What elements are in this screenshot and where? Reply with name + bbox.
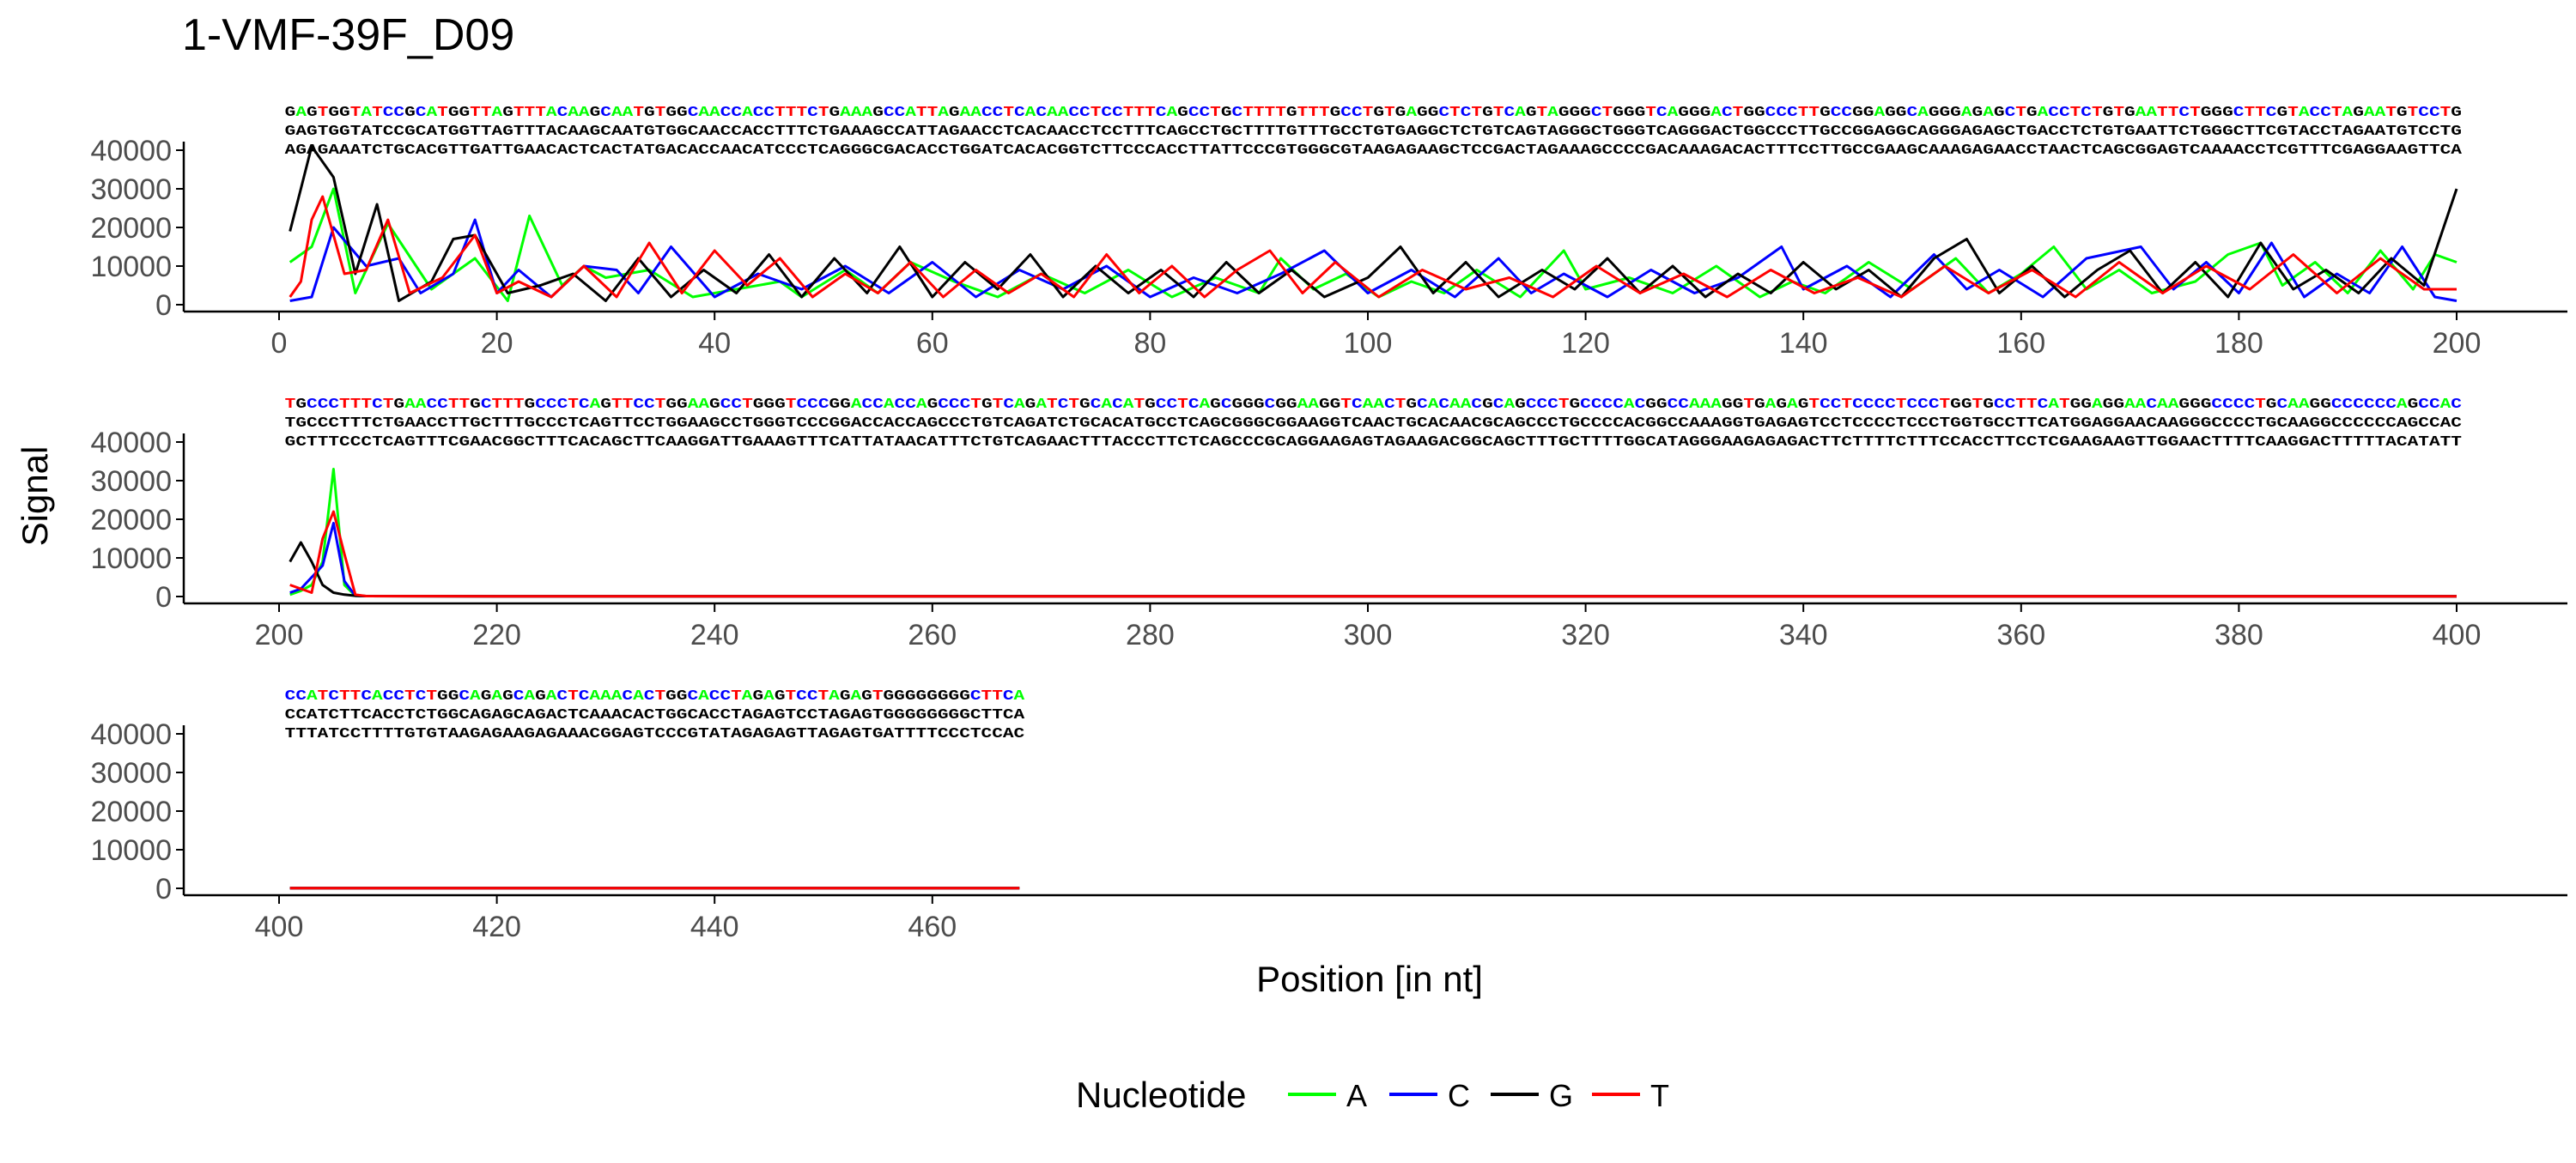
x-tick-label: 220	[472, 619, 521, 651]
x-tick-label: 300	[1344, 619, 1393, 651]
y-tick-label: 20000	[90, 212, 172, 245]
x-tick-label: 460	[908, 911, 957, 943]
sequence-line: AGAGAAATCTGCACGTTGATTGAACACTCACTATGACACC…	[285, 142, 2463, 159]
x-tick-label: 400	[255, 911, 304, 943]
sequence-line: CCATCTTCACCTCTGGCAGAGCAGACTCAAACACTGGCAC…	[285, 707, 1026, 724]
y-tick-label: 0	[155, 873, 172, 906]
x-tick-label: 60	[916, 327, 949, 360]
x-tick-label: 200	[2433, 327, 2482, 360]
y-tick-label: 20000	[90, 796, 172, 828]
x-tick-label: 0	[271, 327, 288, 360]
x-tick-label: 160	[1996, 327, 2045, 360]
legend-label-C: C	[1448, 1078, 1470, 1113]
x-tick-label: 320	[1561, 619, 1610, 651]
x-axis-label: Position [in nt]	[1256, 959, 1483, 999]
y-tick-label: 40000	[90, 135, 172, 167]
y-tick-label: 10000	[90, 251, 172, 283]
sequence-line: TGCCCTTTCTGAACCTTGCTTTGCCCTCAGTTCCTGGAAG…	[285, 415, 2462, 432]
y-tick-label: 20000	[90, 504, 172, 536]
series-line-T	[289, 510, 2457, 598]
x-tick-label: 100	[1344, 327, 1393, 360]
x-tick-label: 140	[1779, 327, 1828, 360]
y-tick-label: 0	[155, 581, 172, 614]
x-tick-label: 440	[690, 911, 739, 943]
legend-label-G: G	[1549, 1078, 1573, 1113]
x-tick-label: 260	[908, 619, 957, 651]
legend-title: Nucleotide	[1076, 1075, 1246, 1115]
x-tick-label: 360	[1996, 619, 2045, 651]
x-tick-label: 420	[472, 911, 521, 943]
x-tick-label: 40	[698, 327, 731, 360]
y-tick-label: 40000	[90, 718, 172, 751]
series-line-T	[289, 195, 2457, 299]
x-tick-label: 380	[2215, 619, 2263, 651]
x-tick-label: 120	[1561, 327, 1610, 360]
y-tick-label: 10000	[90, 542, 172, 575]
y-tick-label: 30000	[90, 757, 172, 790]
sequence-line: GCTTTCCCTCAGTTTCGAACGGCTTTCACAGCTTCAAGGA…	[285, 434, 2462, 451]
x-tick-label: 20	[481, 327, 513, 360]
legend-label-T: T	[1650, 1078, 1669, 1113]
x-tick-label: 80	[1133, 327, 1166, 360]
x-tick-label: 400	[2433, 619, 2482, 651]
y-tick-label: 30000	[90, 465, 172, 498]
chart-title: 1-VMF-39F_D09	[182, 10, 514, 60]
x-tick-label: 200	[255, 619, 304, 651]
y-tick-label: 40000	[90, 427, 172, 459]
y-tick-label: 30000	[90, 173, 172, 206]
x-tick-label: 280	[1126, 619, 1175, 651]
x-tick-label: 240	[690, 619, 739, 651]
legend: Nucleotide A C G T	[1076, 1075, 1669, 1115]
y-tick-label: 10000	[90, 834, 172, 867]
x-tick-label: 340	[1779, 619, 1828, 651]
y-axis-label: Signal	[15, 446, 55, 547]
legend-label-A: A	[1346, 1078, 1367, 1113]
sequence-line: TTTATCCTTTTGTGTAAGAGAAGAGAAACGGAGTCCCGTA…	[285, 726, 1025, 742]
y-tick-label: 0	[155, 289, 172, 322]
sequence-line: GAGTGGTATCCGCATGGTTAGTTTACAAGCAATGTGGCAA…	[285, 124, 2462, 140]
x-tick-label: 180	[2215, 327, 2263, 360]
series-line-G	[289, 145, 2458, 302]
